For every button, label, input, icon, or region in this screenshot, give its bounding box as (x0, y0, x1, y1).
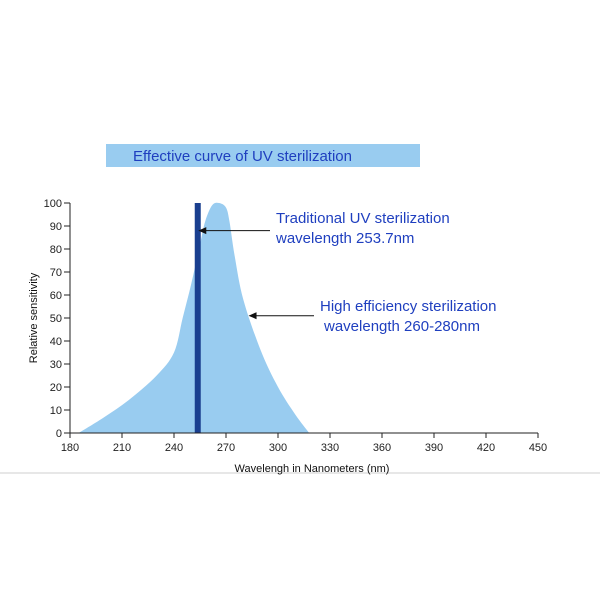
y-tick-label: 80 (50, 244, 62, 256)
x-tick-label: 180 (61, 442, 79, 454)
x-tick-label: 300 (269, 442, 287, 454)
title-band (106, 144, 420, 167)
reference-line-253-7nm (194, 203, 201, 433)
y-axis-title: Relative sensitivity (28, 272, 40, 363)
x-axis-title: Wavelengh in Nanometers (nm) (235, 463, 390, 475)
sensitivity-curve-area (78, 202, 310, 433)
y-tick-label: 50 (50, 313, 62, 325)
x-tick-label: 450 (529, 442, 547, 454)
y-tick-label: 20 (50, 382, 62, 394)
x-tick-label: 240 (165, 442, 183, 454)
y-tick-label: 100 (44, 198, 62, 210)
x-tick-label: 420 (477, 442, 495, 454)
x-tick-label: 360 (373, 442, 391, 454)
y-tick-label: 30 (50, 359, 62, 371)
annotation-arrow-head (198, 227, 207, 235)
x-tick-label: 330 (321, 442, 339, 454)
x-tick-label: 210 (113, 442, 131, 454)
x-tick-label: 390 (425, 442, 443, 454)
chart-title: Effective curve of UV sterilization (133, 148, 352, 165)
y-tick-label: 10 (50, 405, 62, 417)
annotation-text: High efficiency sterilization (320, 298, 496, 315)
y-tick-label: 40 (50, 336, 62, 348)
annotation-arrow-head (248, 312, 257, 320)
y-tick-label: 90 (50, 221, 62, 233)
y-tick-label: 60 (50, 290, 62, 302)
annotation-text: Traditional UV sterilization (276, 210, 450, 227)
x-tick-label: 270 (217, 442, 235, 454)
y-tick-label: 70 (50, 267, 62, 279)
annotation-text: wavelength 253.7nm (275, 230, 414, 247)
y-tick-label: 0 (56, 428, 62, 440)
annotation-text: wavelength 260-280nm (323, 318, 480, 335)
